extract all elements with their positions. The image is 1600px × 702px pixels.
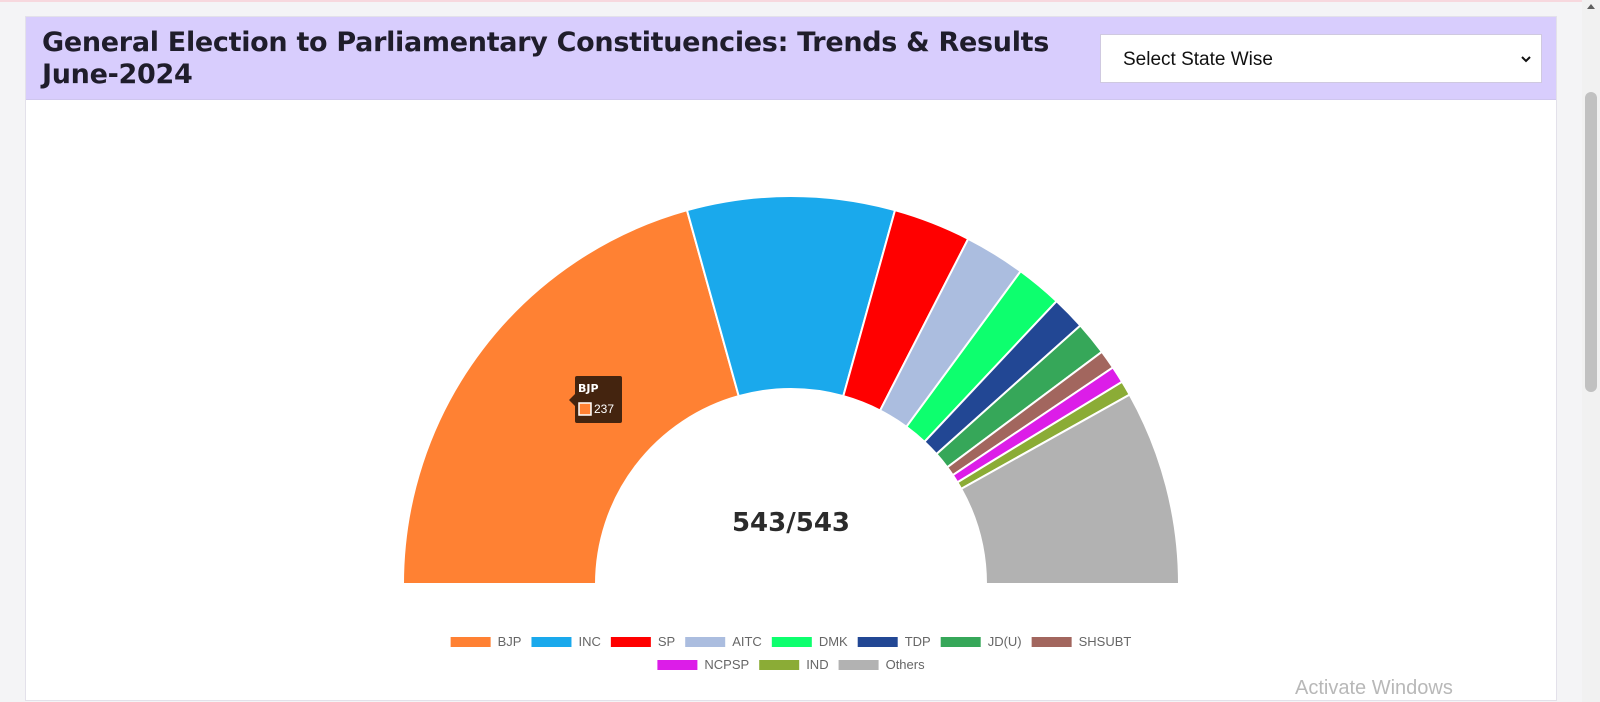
page-scrollbar[interactable] (1582, 0, 1600, 702)
legend-label-shsubt: SHSUBT (1079, 634, 1132, 649)
legend-swatch-sp (610, 637, 651, 647)
legend-item-jdu[interactable]: JD(U) (940, 634, 1022, 649)
state-select[interactable]: Select State Wise (1100, 34, 1542, 83)
legend-label-jdu: JD(U) (988, 634, 1022, 649)
legend-swatch-inc (531, 637, 572, 647)
scroll-thumb[interactable] (1585, 92, 1597, 392)
legend-swatch-bjp (450, 637, 491, 647)
chart-tooltip: BJP 237 (569, 376, 622, 423)
state-select-value: Select State Wise (1123, 49, 1273, 70)
legend-swatch-ncpsp (657, 660, 698, 670)
legend-label-sp: SP (658, 634, 675, 649)
slice-others[interactable] (959, 393, 1181, 585)
legend-item-dmk[interactable]: DMK (771, 634, 848, 649)
legend-label-ncpsp: NCPSP (704, 657, 749, 672)
legend-item-sp[interactable]: SP (610, 634, 675, 649)
legend-label-aitc: AITC (732, 634, 762, 649)
legend-swatch-tdp (857, 637, 898, 647)
legend-label-dmk: DMK (819, 634, 848, 649)
page-title: General Election to Parliamentary Consti… (42, 27, 1050, 90)
scroll-up-icon[interactable] (1587, 4, 1595, 9)
tooltip-value: 237 (594, 402, 614, 416)
tooltip-swatch (578, 402, 592, 416)
legend-item-bjp[interactable]: BJP (450, 634, 522, 649)
legend-swatch-ind (759, 660, 800, 670)
card-header: General Election to Parliamentary Consti… (26, 17, 1556, 100)
center-total-label: 543/543 (732, 508, 850, 538)
top-strip (0, 0, 1582, 2)
legend-label-others: Others (886, 657, 926, 672)
legend-item-others[interactable]: Others (838, 657, 926, 672)
slice-bjp[interactable] (401, 208, 740, 585)
legend-swatch-aitc (685, 637, 726, 647)
legend-label-tdp: TDP (905, 634, 931, 649)
legend-swatch-jdu (940, 637, 981, 647)
legend-label-bjp: BJP (498, 634, 522, 649)
chart-slices (401, 195, 1181, 585)
legend-item-ind[interactable]: IND (759, 657, 829, 672)
tooltip-title: BJP (578, 382, 599, 395)
legend-item-inc[interactable]: INC (531, 634, 601, 649)
legend-item-aitc[interactable]: AITC (685, 634, 762, 649)
chart-legend: BJP INC SP AITC DMK TDP JD(U) SHSUBT NCPSP IND Oth… (450, 634, 1132, 672)
legend-swatch-shsubt (1031, 637, 1072, 647)
legend-swatch-dmk (771, 637, 812, 647)
legend-item-shsubt[interactable]: SHSUBT (1031, 634, 1132, 649)
activate-windows-watermark: Activate Windows (1295, 677, 1453, 699)
legend-item-ncpsp[interactable]: NCPSP (657, 657, 749, 672)
legend-label-inc: INC (578, 634, 600, 649)
legend-item-tdp[interactable]: TDP (857, 634, 931, 649)
legend-swatch-others (838, 660, 879, 670)
legend-label-ind: IND (806, 657, 828, 672)
chevron-down-icon (1521, 56, 1531, 63)
